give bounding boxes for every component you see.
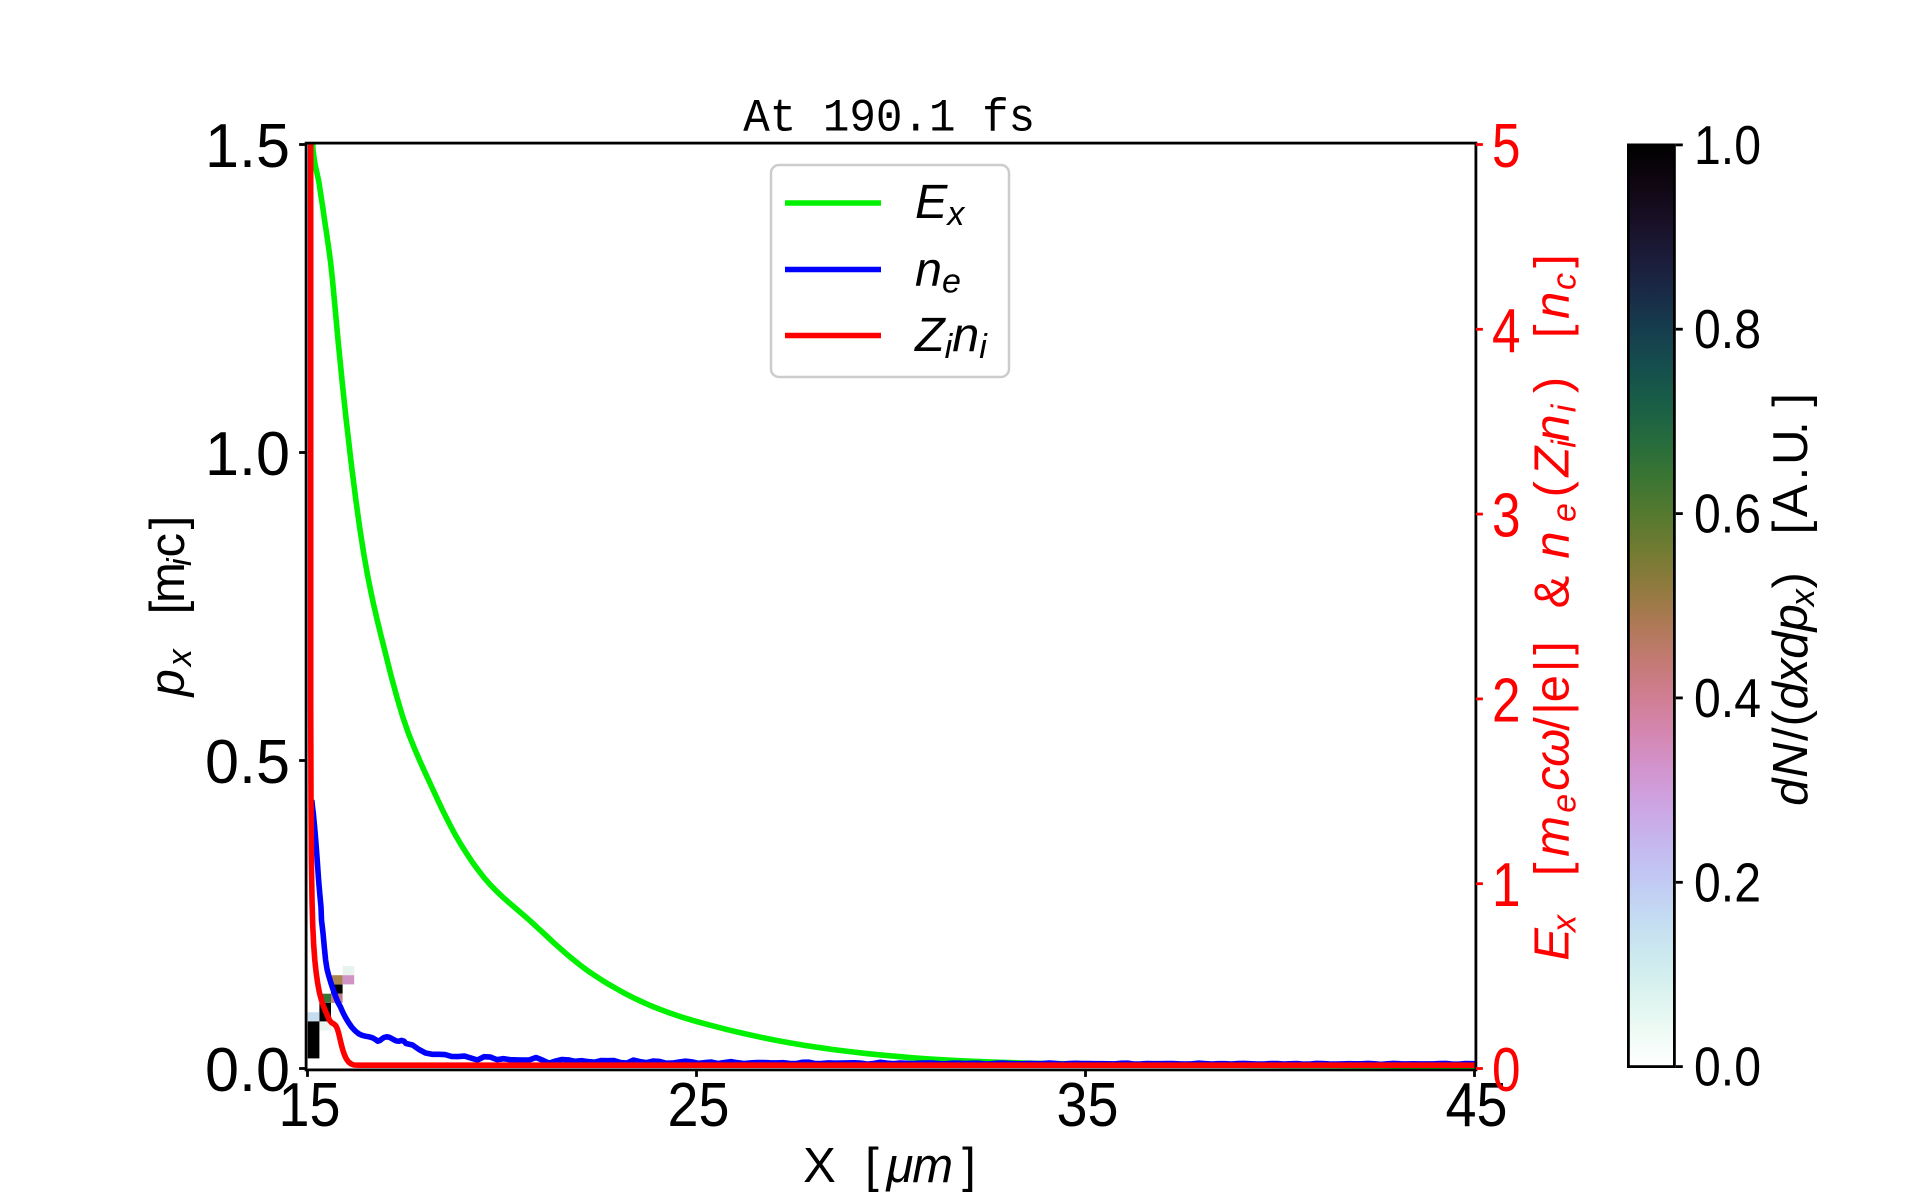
svg-text:x: x	[1784, 588, 1822, 608]
svg-text:E: E	[1526, 927, 1580, 961]
svg-text:[: [	[1764, 520, 1818, 534]
svg-text:At 190.1 fs: At 190.1 fs	[743, 93, 1035, 145]
svg-text:c: c	[1546, 273, 1584, 290]
svg-text:1.0: 1.0	[1694, 114, 1761, 176]
svg-text:c: c	[1526, 766, 1580, 791]
svg-text:1.5: 1.5	[205, 112, 290, 181]
svg-text:X: X	[803, 1139, 836, 1193]
svg-text:[: [	[1526, 862, 1580, 876]
svg-text:0.0: 0.0	[1694, 1036, 1761, 1098]
svg-text:35: 35	[1057, 1071, 1119, 1140]
svg-text:]: ]	[1764, 393, 1818, 407]
svg-text:3: 3	[1492, 482, 1521, 551]
svg-text:1.0: 1.0	[205, 420, 290, 489]
svg-text:[: [	[865, 1139, 879, 1193]
svg-text:45: 45	[1446, 1071, 1508, 1140]
svg-text:]: ]	[141, 516, 195, 530]
svg-text:μ: μ	[884, 1139, 913, 1193]
svg-text:0.5: 0.5	[205, 728, 290, 797]
svg-text:c: c	[141, 533, 195, 558]
svg-text:n: n	[1526, 531, 1580, 558]
svg-text:e: e	[1526, 675, 1580, 702]
svg-text:.: .	[1764, 421, 1818, 435]
svg-text:m: m	[1526, 816, 1580, 857]
svg-text:x: x	[1546, 914, 1584, 934]
svg-text:n: n	[1526, 414, 1580, 441]
svg-text:|: |	[1526, 660, 1580, 673]
svg-text:x: x	[1764, 657, 1818, 685]
svg-text:.: .	[1764, 467, 1818, 481]
svg-text:/: /	[1764, 727, 1818, 741]
svg-text:Ex: Ex	[915, 175, 965, 233]
svg-text:[: [	[141, 600, 195, 614]
svg-text:e: e	[1546, 794, 1584, 813]
svg-text:N: N	[1764, 742, 1818, 778]
svg-text:0.4: 0.4	[1694, 667, 1761, 729]
svg-text:2: 2	[1492, 666, 1521, 735]
svg-text:i: i	[161, 557, 199, 566]
svg-text:p: p	[1764, 604, 1818, 633]
svg-text:p: p	[141, 669, 195, 698]
svg-text:A: A	[1764, 484, 1818, 517]
svg-text:Zini: Zini	[914, 308, 988, 366]
svg-text:U: U	[1764, 430, 1818, 465]
svg-text:e: e	[1546, 503, 1584, 522]
svg-text:(: (	[1526, 480, 1580, 497]
svg-text:/: /	[1526, 717, 1580, 731]
svg-text:0.0: 0.0	[205, 1036, 290, 1105]
svg-text:0.8: 0.8	[1694, 298, 1761, 360]
svg-text:i: i	[1546, 403, 1584, 412]
svg-text:0.6: 0.6	[1694, 483, 1761, 545]
svg-text:0.2: 0.2	[1694, 851, 1761, 913]
svg-text:m: m	[141, 562, 195, 603]
svg-text:d: d	[1764, 777, 1818, 806]
svg-text:ne: ne	[915, 243, 961, 301]
svg-text:): )	[1526, 377, 1580, 393]
svg-text:m: m	[912, 1139, 953, 1193]
svg-text:]: ]	[1526, 254, 1580, 268]
svg-text:4: 4	[1492, 297, 1521, 366]
svg-text:]: ]	[1526, 641, 1580, 655]
svg-text:): )	[1764, 572, 1818, 588]
svg-text:Z: Z	[1526, 445, 1580, 478]
svg-text:ω: ω	[1526, 729, 1580, 767]
svg-text:5: 5	[1492, 112, 1521, 181]
svg-text:[: [	[1526, 324, 1580, 338]
svg-text:i: i	[1546, 439, 1584, 448]
svg-text:(: (	[1764, 709, 1818, 726]
svg-text:&: &	[1526, 576, 1580, 609]
svg-text:x: x	[161, 648, 199, 668]
svg-text:0: 0	[1492, 1036, 1521, 1105]
svg-text:1: 1	[1492, 851, 1521, 920]
svg-text:|: |	[1526, 702, 1580, 715]
svg-text:n: n	[1526, 292, 1580, 319]
svg-text:25: 25	[668, 1071, 730, 1140]
svg-text:]: ]	[962, 1139, 976, 1193]
svg-text:15: 15	[279, 1071, 341, 1140]
svg-text:d: d	[1764, 630, 1818, 659]
svg-text:d: d	[1764, 680, 1818, 709]
